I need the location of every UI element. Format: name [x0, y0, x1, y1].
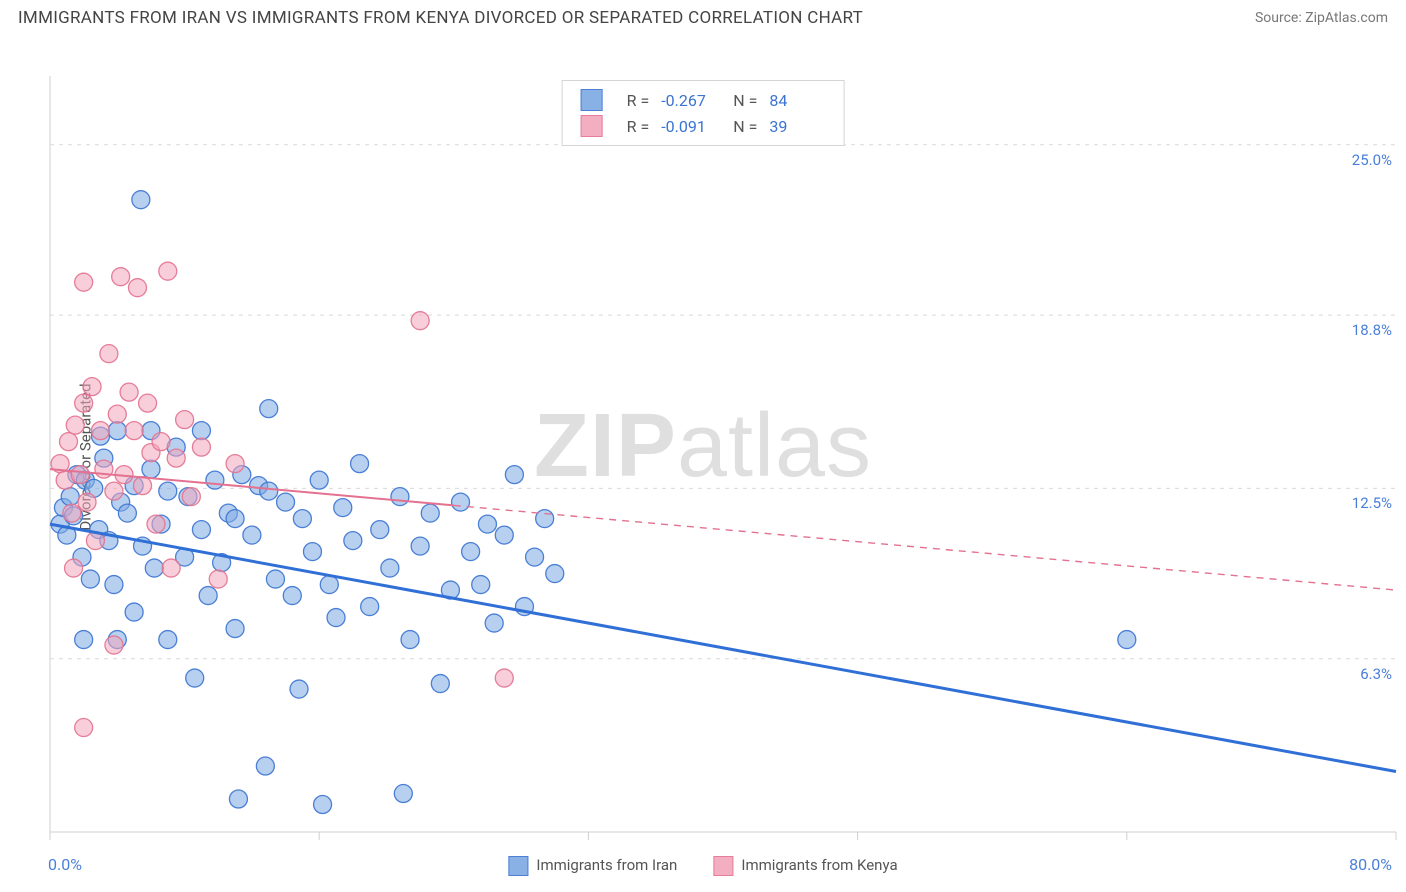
stat-n-key: N = — [733, 117, 757, 136]
source-prefix: Source: — [1255, 10, 1305, 26]
stats-legend-box: R = -0.267 N = 84 R = -0.091 N = 39 — [562, 80, 845, 146]
y-grid-label: 6.3% — [1360, 665, 1392, 683]
stat-r-key: R = — [627, 117, 650, 136]
source-name: ZipAtlas.com — [1305, 10, 1388, 26]
stat-r-key: R = — [627, 91, 650, 110]
x-axis-min-label: 0.0% — [48, 855, 82, 874]
y-grid-label: 12.5% — [1352, 494, 1392, 512]
y-grid-label: 18.8% — [1352, 321, 1392, 339]
scatter-plot-svg — [0, 32, 1406, 882]
y-grid-label: 25.0% — [1352, 151, 1392, 169]
legend-swatch-0 — [508, 856, 528, 876]
chart-area: ZIPatlas Divorced or Separated R = -0.26… — [0, 32, 1406, 882]
stat-n-key: N = — [733, 91, 757, 110]
chart-title: IMMIGRANTS FROM IRAN VS IMMIGRANTS FROM … — [18, 8, 863, 28]
chart-header: IMMIGRANTS FROM IRAN VS IMMIGRANTS FROM … — [0, 0, 1406, 32]
legend-item-0: Immigrants from Iran — [508, 856, 677, 876]
swatch-series-0 — [581, 89, 603, 111]
source-attribution: Source: ZipAtlas.com — [1255, 10, 1388, 26]
stat-r-val-1: -0.091 — [661, 117, 717, 136]
stat-n-val-1: 39 — [769, 117, 825, 136]
stats-row-series-0: R = -0.267 N = 84 — [581, 87, 826, 113]
x-axis-max-label: 80.0% — [1349, 855, 1392, 874]
legend-swatch-1 — [713, 856, 733, 876]
legend-label-1: Immigrants from Kenya — [741, 856, 897, 874]
swatch-series-1 — [581, 115, 603, 137]
stats-row-series-1: R = -0.091 N = 39 — [581, 113, 826, 139]
legend-item-1: Immigrants from Kenya — [713, 856, 897, 876]
bottom-legend: Immigrants from Iran Immigrants from Ken… — [508, 856, 897, 876]
legend-label-0: Immigrants from Iran — [536, 856, 677, 874]
stat-r-val-0: -0.267 — [661, 91, 717, 110]
stat-n-val-0: 84 — [769, 91, 825, 110]
